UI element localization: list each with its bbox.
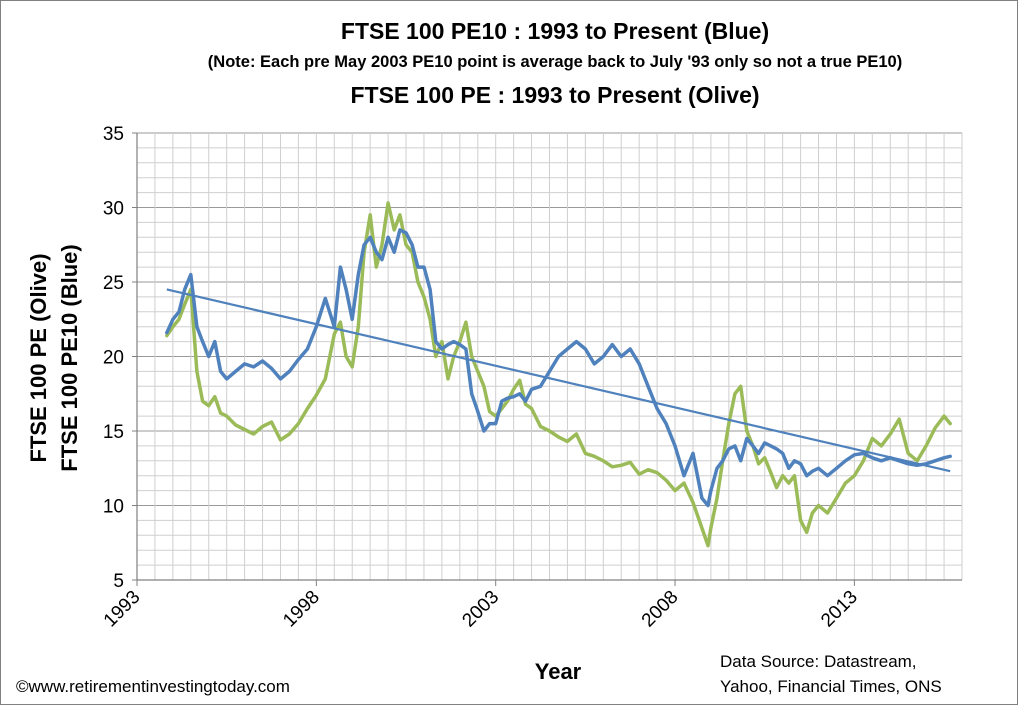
y-tick-label: 10 — [103, 497, 124, 518]
axes — [132, 132, 962, 586]
chart-subtitle: FTSE 100 PE : 1993 to Present (Olive) — [350, 82, 759, 108]
series-group — [165, 201, 952, 548]
x-tick-labels: 1993 1998 2003 2008 2013 — [100, 587, 862, 632]
x-axis-label: Year — [535, 659, 582, 684]
data-source-line1: Data Source: Datastream, — [720, 652, 917, 671]
y-tick-labels: 5 10 15 20 25 30 35 — [103, 124, 124, 592]
x-tick-label: 1998 — [279, 587, 324, 632]
y-tick-label: 5 — [113, 571, 124, 592]
chart-title: FTSE 100 PE10 : 1993 to Present (Blue) — [341, 18, 769, 44]
x-tick-label: 1993 — [100, 587, 145, 632]
pe10-trendline — [166, 288, 951, 473]
pe10-series-line — [165, 228, 952, 508]
pe-series-line — [165, 201, 952, 548]
y-tick-label: 15 — [103, 422, 124, 443]
data-source-line2: Yahoo, Financial Times, ONS — [720, 677, 942, 696]
y-axis-label-line2: FTSE 100 PE10 (Blue) — [57, 244, 82, 471]
x-tick-label: 2008 — [638, 587, 683, 632]
chart-note: (Note: Each pre May 2003 PE10 point is a… — [208, 53, 902, 71]
copyright-text: ©www.retirementinvestingtoday.com — [16, 677, 290, 696]
x-tick-label: 2003 — [458, 587, 503, 632]
y-tick-label: 30 — [103, 199, 124, 220]
y-tick-label: 25 — [103, 273, 124, 294]
x-tick-label: 2013 — [817, 587, 862, 632]
y-tick-label: 20 — [103, 348, 124, 369]
y-axis-label-line1: FTSE 100 PE (Olive) — [26, 253, 51, 462]
y-tick-label: 35 — [103, 124, 124, 145]
